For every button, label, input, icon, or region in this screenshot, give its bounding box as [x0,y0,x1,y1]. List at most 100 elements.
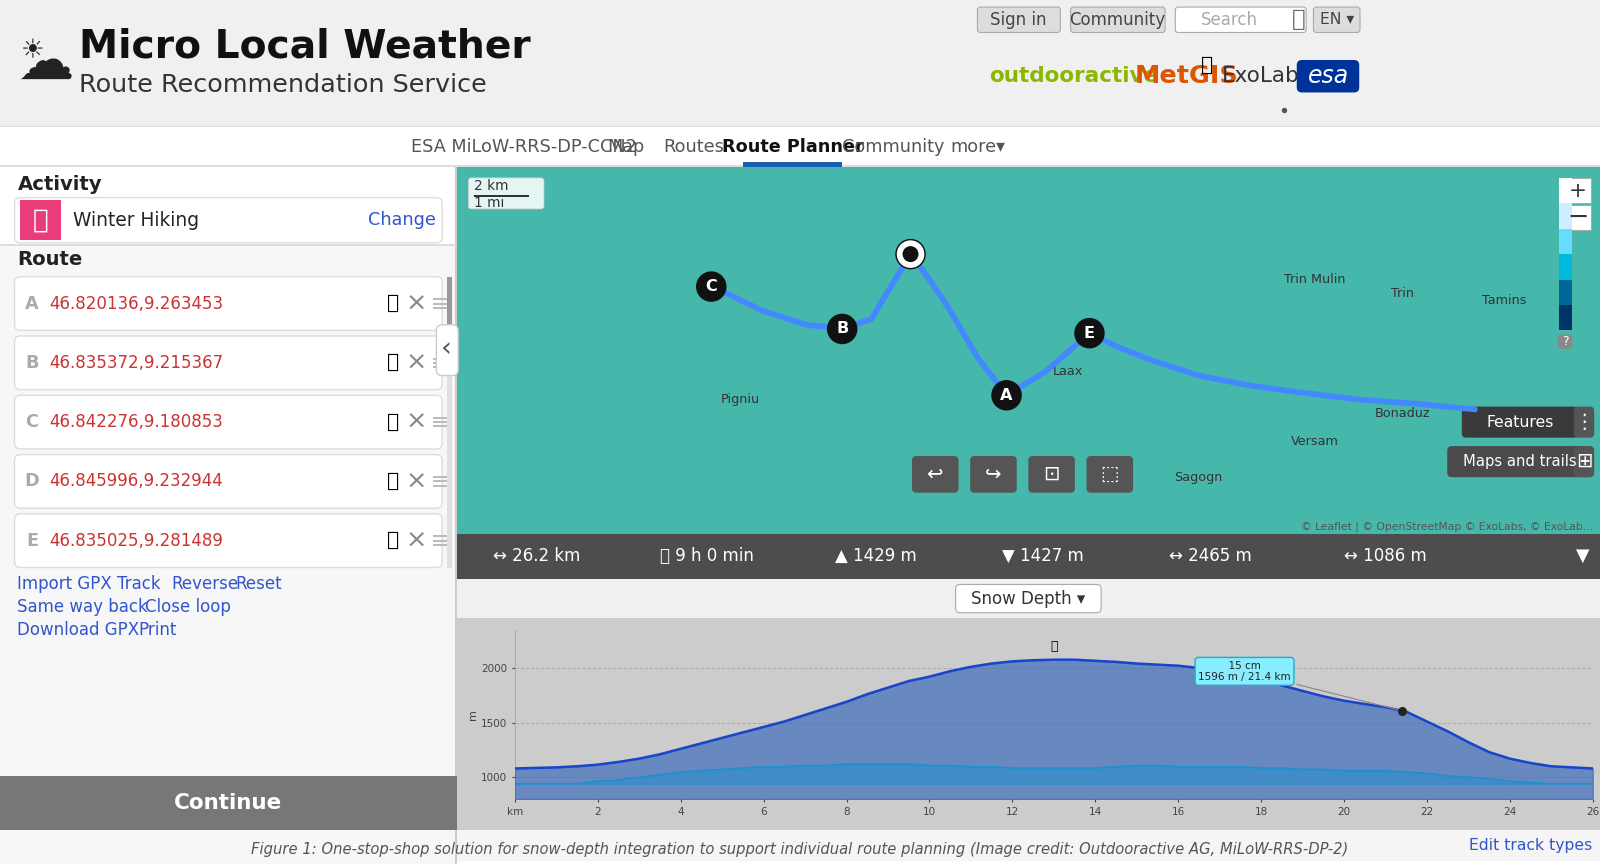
Text: Tamins: Tamins [1482,295,1526,308]
FancyBboxPatch shape [437,325,458,376]
Text: +: + [1570,181,1587,200]
Bar [456,830,1600,861]
Text: Reverse: Reverse [171,575,238,594]
Text: Laax: Laax [1053,365,1083,378]
Text: © Leaflet | © OpenStreetMap © ExoLabs, © ExoLab...: © Leaflet | © OpenStreetMap © ExoLabs, ©… [1301,521,1592,532]
Bar [446,276,453,568]
Text: Import GPX Track: Import GPX Track [18,575,162,594]
Bar [434,421,446,423]
FancyBboxPatch shape [14,514,442,568]
Text: Pigniu: Pigniu [722,393,760,406]
Bar [434,544,446,546]
Text: Bonaduz: Bonaduz [1374,407,1430,420]
Text: ☀: ☀ [21,38,43,64]
Text: 46.845996,9.232944: 46.845996,9.232944 [50,473,224,491]
Text: Continue: Continue [174,793,283,813]
FancyBboxPatch shape [1086,456,1133,492]
Text: Map: Map [606,138,645,156]
FancyBboxPatch shape [1176,7,1306,33]
Text: Reset: Reset [235,575,282,594]
Y-axis label: m: m [469,709,478,720]
Bar [456,534,1600,579]
Text: ▲ 1429 m: ▲ 1429 m [835,547,917,565]
Circle shape [992,381,1021,410]
Text: B: B [837,321,848,336]
Text: C: C [26,413,38,431]
Bar [744,162,842,167]
Text: 🌐: 🌐 [387,353,398,372]
Text: ?: ? [1562,335,1568,348]
Text: Edit track types: Edit track types [1469,838,1592,853]
Text: Figure 1: One-stop-shop solution for snow-depth integration to support individua: Figure 1: One-stop-shop solution for sno… [251,842,1349,857]
Bar [434,480,446,482]
Bar [0,125,1600,127]
Bar [1560,203,1573,229]
Bar [456,619,1600,830]
Text: ×: × [405,291,427,315]
Text: Trin Mulin: Trin Mulin [1285,273,1346,286]
Bar [1565,178,1592,203]
Text: Print: Print [138,620,176,638]
Bar [0,165,1600,167]
Bar [434,476,446,478]
Bar [434,358,446,359]
Bar [1560,254,1573,280]
Bar [1560,178,1573,203]
FancyBboxPatch shape [978,7,1061,33]
FancyBboxPatch shape [1298,60,1358,92]
Bar [456,167,1600,534]
Text: Features: Features [1486,415,1554,429]
Text: A: A [26,295,38,313]
Text: 🚶: 🚶 [34,207,48,233]
Text: Snow Depth ▾: Snow Depth ▾ [971,589,1085,607]
FancyBboxPatch shape [1070,7,1165,33]
Text: Download GPX: Download GPX [18,620,139,638]
Bar [456,579,1600,619]
FancyBboxPatch shape [469,178,544,209]
Text: Trin: Trin [1390,287,1414,300]
Text: ⬚: ⬚ [1101,465,1118,484]
Text: Winter Hiking: Winter Hiking [72,211,198,230]
Text: 46.820136,9.263453: 46.820136,9.263453 [50,295,224,313]
Text: ⊞: ⊞ [1576,452,1592,471]
Text: ↔ 26.2 km: ↔ 26.2 km [493,547,581,565]
Bar [474,194,530,197]
Bar [434,417,446,419]
FancyBboxPatch shape [14,336,442,390]
Text: Community: Community [1069,10,1165,29]
Bar [434,485,446,486]
Bar [1560,229,1573,254]
Text: 🌐: 🌐 [387,472,398,491]
Text: 1 mi: 1 mi [474,196,504,210]
Bar [0,127,1600,167]
Bar [434,425,446,428]
Text: Same way back: Same way back [18,598,149,616]
Text: Routes: Routes [664,138,725,156]
Text: A: A [1000,388,1013,403]
Text: Versam: Versam [1291,435,1339,448]
Text: 🔍: 🔍 [1293,9,1306,31]
Text: ×: × [405,351,427,375]
FancyBboxPatch shape [955,584,1101,613]
FancyBboxPatch shape [14,198,442,243]
Text: ExoLabs: ExoLabs [1222,67,1310,86]
Text: Sagogn: Sagogn [1174,471,1222,484]
Text: Route Planner: Route Planner [722,138,864,156]
Text: ‹: ‹ [442,337,453,363]
Text: ⧖ 9 h 0 min: ⧖ 9 h 0 min [661,547,754,565]
Bar [434,362,446,364]
Text: 46.835025,9.281489: 46.835025,9.281489 [50,531,224,550]
Text: 🌐: 🌐 [387,531,398,550]
Text: ↔ 1086 m: ↔ 1086 m [1344,547,1427,565]
Text: ESA MiLoW-RRS-DP-CCN2: ESA MiLoW-RRS-DP-CCN2 [411,138,637,156]
FancyBboxPatch shape [1448,446,1592,477]
FancyBboxPatch shape [970,456,1016,492]
Text: D: D [24,473,40,491]
Bar [0,167,456,864]
Text: D: D [904,246,917,262]
Text: ⋮: ⋮ [1574,413,1594,432]
Text: Activity: Activity [18,175,102,194]
Bar [1565,205,1592,230]
Text: Search: Search [1200,10,1258,29]
Bar [434,307,446,308]
